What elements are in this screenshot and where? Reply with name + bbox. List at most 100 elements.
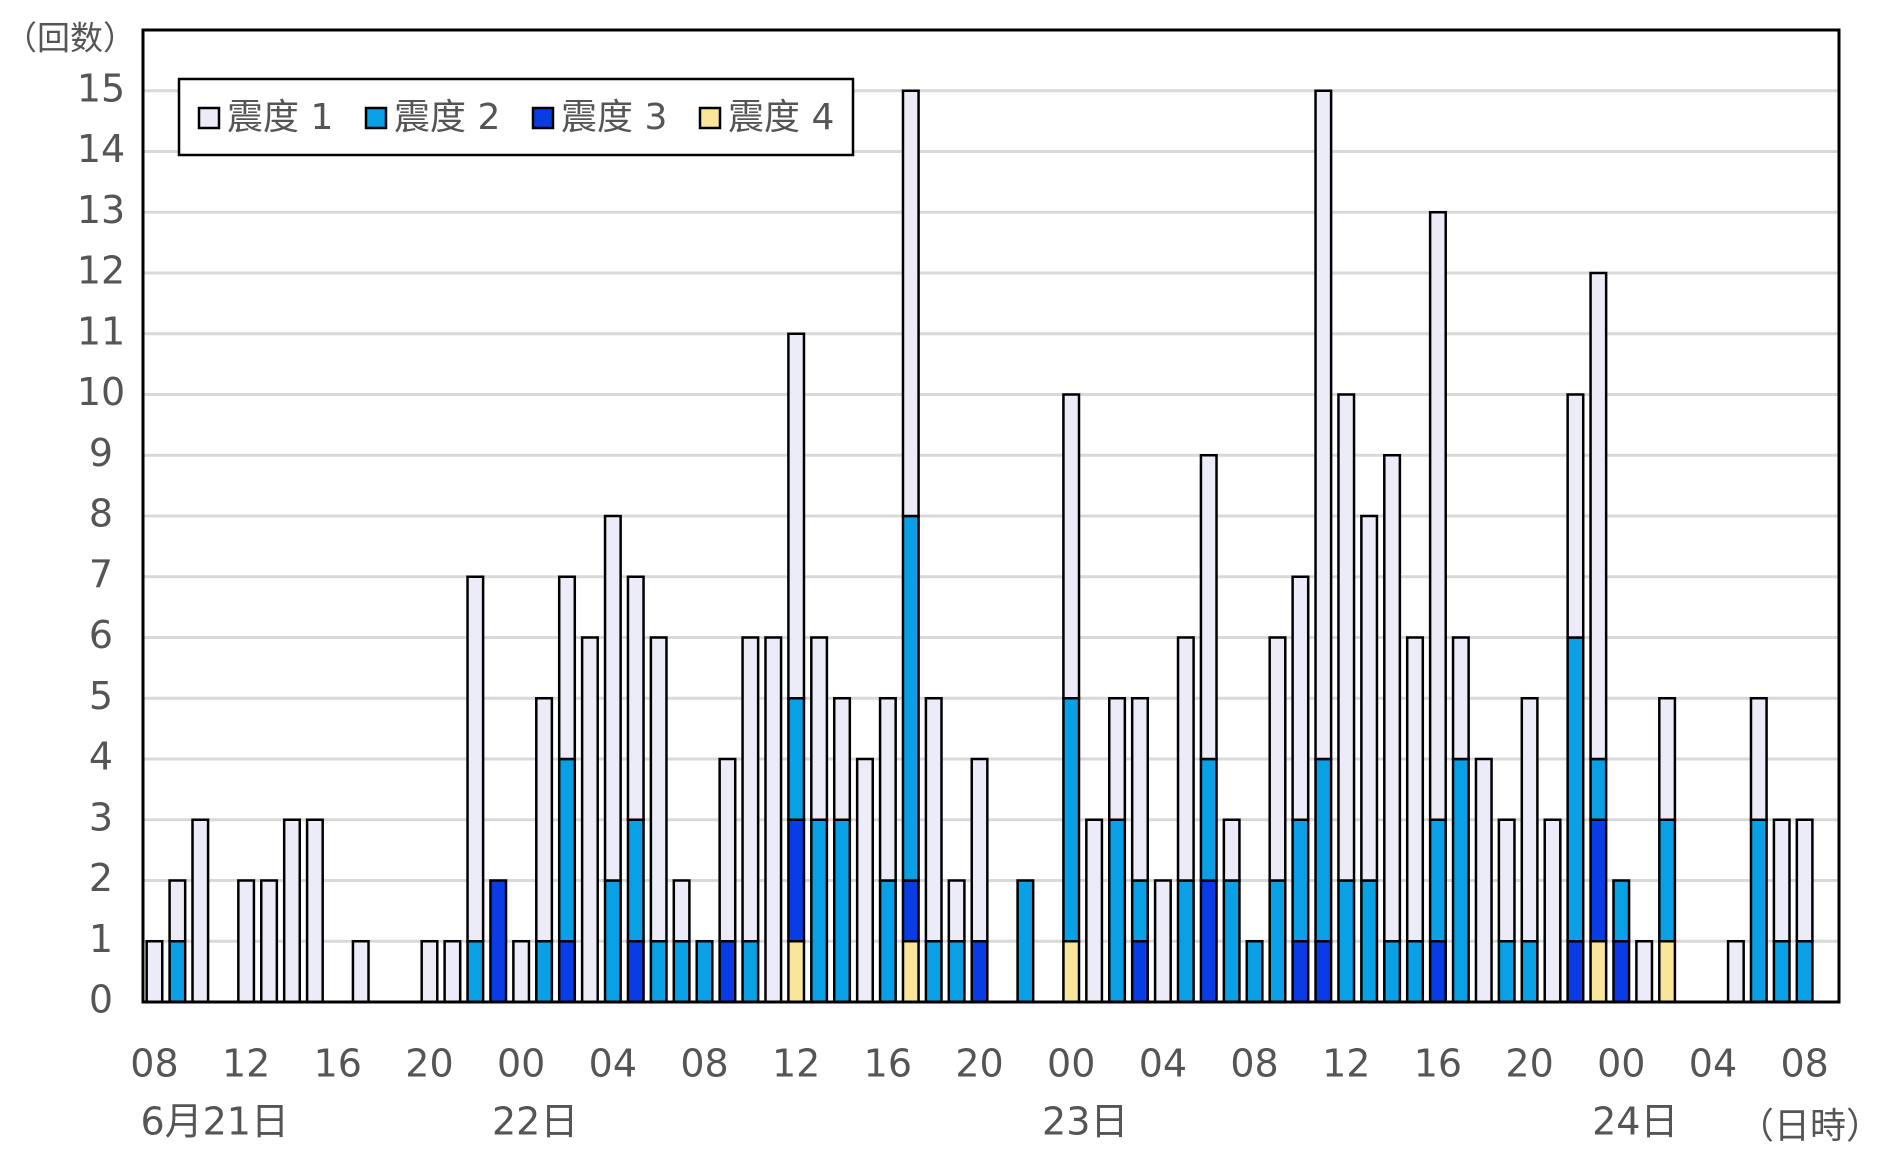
bar-segment	[1062, 940, 1081, 1004]
bar-segment	[237, 879, 256, 1004]
day-label: 23日	[1042, 1100, 1128, 1144]
bar-segment	[1176, 636, 1195, 882]
bar-segment	[1314, 940, 1333, 1004]
bar-segment	[901, 940, 920, 1004]
x-tick-label: 20	[955, 1042, 1003, 1086]
bar-segment	[1451, 636, 1470, 761]
bar-segment	[672, 879, 691, 943]
x-tick-label: 20	[405, 1042, 453, 1086]
bar-segment	[1360, 879, 1379, 1004]
y-tick-label: 1	[89, 917, 113, 961]
y-tick-label: 12	[77, 249, 125, 293]
legend-label: 震度 1	[227, 97, 333, 138]
bar-segment	[1176, 879, 1195, 1004]
x-tick-label: 00	[1047, 1042, 1095, 1086]
bar-segment	[1772, 940, 1791, 1004]
bar-segment	[1543, 818, 1562, 1004]
bar-segment	[1268, 636, 1287, 882]
bar-segment	[741, 940, 760, 1004]
bar-segment	[1726, 940, 1745, 1004]
bar-segment	[1635, 940, 1654, 1004]
legend-swatch	[531, 106, 555, 130]
bar-segment	[855, 757, 874, 1004]
bar-segment	[603, 879, 622, 1004]
bar-segment	[787, 940, 806, 1004]
x-tick-label: 12	[772, 1042, 820, 1086]
y-tick-label: 11	[77, 309, 125, 353]
x-tick-label: 16	[864, 1042, 912, 1086]
bar-segment	[1222, 818, 1241, 882]
day-label: 22日	[492, 1100, 578, 1144]
bar-segment	[1795, 940, 1814, 1004]
bar-segment	[924, 697, 943, 943]
bar-segment	[1589, 940, 1608, 1004]
bar-segment	[1085, 818, 1104, 1004]
y-tick-label: 2	[89, 856, 113, 900]
bar-segment	[260, 879, 279, 1004]
legend-label: 震度 2	[394, 97, 500, 138]
bar-segment	[1405, 636, 1425, 943]
x-axis-label: （日時）	[1738, 1106, 1882, 1147]
x-tick-label: 08	[1230, 1042, 1278, 1086]
bar-segment	[1222, 879, 1241, 1004]
bar-segment	[924, 940, 943, 1004]
bar-segment	[443, 940, 462, 1004]
bar-segment	[626, 818, 645, 943]
bar-segment	[466, 575, 485, 943]
bar-segment	[718, 940, 737, 1004]
bar-segment	[557, 940, 577, 1004]
bar-segment	[947, 940, 966, 1004]
day-label: 6月21日	[140, 1100, 289, 1144]
x-tick-label: 08	[130, 1042, 178, 1086]
y-tick-label: 10	[77, 370, 125, 414]
legend-box	[177, 77, 855, 157]
legend-label: 震度 4	[728, 97, 834, 138]
bar-segment	[1016, 879, 1035, 1004]
legend-label: 震度 3	[561, 97, 667, 138]
y-axis-label: （回数）	[4, 19, 136, 58]
bar-segment	[787, 332, 806, 700]
bar-segment	[810, 636, 829, 821]
bar-segment	[1360, 514, 1379, 882]
x-tick-label: 00	[497, 1042, 545, 1086]
bar-segment	[603, 514, 622, 882]
bar-segment	[1795, 818, 1814, 943]
bar-segment	[1451, 757, 1470, 1004]
bar-segment	[1497, 940, 1516, 1004]
bar-segment	[512, 940, 531, 1004]
bar-segment	[1130, 697, 1150, 882]
bar-segment	[1108, 818, 1127, 1004]
bar-segment	[191, 818, 210, 1004]
bar-segment	[1612, 940, 1631, 1004]
bar-segment	[1268, 879, 1287, 1004]
bar-segment	[557, 757, 577, 943]
bar-segment	[1520, 940, 1539, 1004]
x-tick-label: 16	[1414, 1042, 1462, 1086]
bar-segment	[168, 940, 187, 1004]
bar-segment	[832, 818, 852, 1004]
bar-segment	[1130, 879, 1150, 943]
bar-segment	[535, 697, 554, 943]
bar-segment	[1520, 697, 1539, 943]
bar-segment	[1199, 757, 1218, 882]
bar-segment	[145, 940, 164, 1004]
y-tick-label: 13	[77, 188, 125, 232]
legend-swatch	[364, 106, 388, 130]
bar-segment	[282, 818, 302, 1004]
bar-segment	[1589, 818, 1608, 943]
bar-segment	[1291, 940, 1310, 1004]
bar-segment	[672, 940, 691, 1004]
x-tick-label: 08	[680, 1042, 728, 1086]
bar-segment	[1428, 940, 1447, 1004]
legend-swatch	[698, 106, 722, 130]
bar-segment	[1497, 818, 1516, 943]
bar-segment	[1589, 757, 1608, 821]
bar-segment	[1337, 393, 1356, 882]
day-label: 24日	[1592, 1100, 1678, 1144]
y-tick-label: 9	[89, 431, 113, 475]
bar-segment	[832, 697, 852, 821]
bar-segment	[970, 757, 989, 943]
bar-segment	[305, 818, 324, 1004]
bar-segment	[1658, 940, 1677, 1004]
bar-segment	[1566, 393, 1585, 639]
